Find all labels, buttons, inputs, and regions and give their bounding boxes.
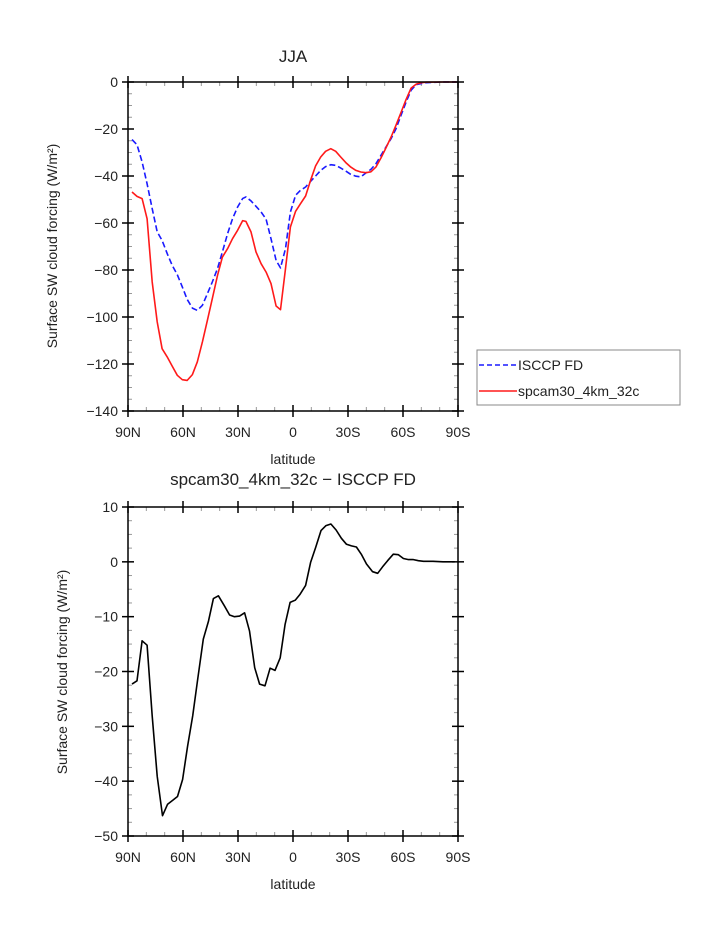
legend-label-isccp: ISCCP FD xyxy=(518,357,583,373)
bottom-series-line-0 xyxy=(131,523,455,817)
y-tick-label: 0 xyxy=(110,74,118,90)
legend-box xyxy=(476,349,681,406)
y-tick-label: −80 xyxy=(94,262,118,278)
x-tick-label: 90S xyxy=(446,849,471,865)
x-tick-label: 30S xyxy=(336,849,361,865)
x-tick-label: 60N xyxy=(170,849,196,865)
legend-label-spcam: spcam30_4km_32c xyxy=(518,383,639,399)
y-tick-label: −40 xyxy=(94,773,118,789)
bottom-plot-frame xyxy=(127,506,459,837)
y-tick-label: −50 xyxy=(94,828,118,844)
x-tick-label: 90N xyxy=(115,849,141,865)
top-plot-frame xyxy=(127,81,459,412)
top-series xyxy=(131,81,457,382)
x-tick-label: 60S xyxy=(391,849,416,865)
x-tick-label: 0 xyxy=(289,849,297,865)
top-series-line-1 xyxy=(131,81,457,382)
bottom-chart-title: spcam30_4km_32c − ISCCP FD xyxy=(170,470,416,489)
x-tick-label: 0 xyxy=(289,424,297,440)
legend: ISCCP FD spcam30_4km_32c xyxy=(476,349,681,406)
x-tick-label: 90S xyxy=(446,424,471,440)
top-panel: JJA latitude Surface SW cloud forcing (W… xyxy=(44,47,470,467)
y-tick-label: −30 xyxy=(94,718,118,734)
y-tick-label: −20 xyxy=(94,121,118,137)
bottom-series xyxy=(131,523,455,817)
x-tick-label: 90N xyxy=(115,424,141,440)
x-tick-label: 60S xyxy=(391,424,416,440)
y-tick-label: 10 xyxy=(102,499,118,515)
y-tick-label: 0 xyxy=(110,554,118,570)
y-tick-label: −100 xyxy=(86,309,118,325)
top-axes: 90N 60N 30N 0 30S 60S 90S 0 −20 −40 −60 −80 −100 −120… xyxy=(86,74,470,440)
top-chart-title: JJA xyxy=(279,47,308,66)
x-tick-label: 60N xyxy=(170,424,196,440)
y-tick-label: −120 xyxy=(86,356,118,372)
top-y-axis-label: Surface SW cloud forcing (W/m²) xyxy=(44,144,60,349)
y-tick-label: −60 xyxy=(94,215,118,231)
x-tick-label: 30N xyxy=(225,849,251,865)
bottom-panel: spcam30_4km_32c − ISCCP FD latitude Surf… xyxy=(54,470,470,892)
top-x-axis-label: latitude xyxy=(270,451,315,467)
x-tick-label: 30N xyxy=(225,424,251,440)
y-tick-label: −10 xyxy=(94,609,118,625)
bottom-axes: 90N 60N 30N 0 30S 60S 90S 10 0 −10 −20 −30 −40 −50 xyxy=(94,499,470,865)
y-tick-label: −140 xyxy=(86,403,118,419)
y-tick-label: −40 xyxy=(94,168,118,184)
top-series-line-0 xyxy=(131,81,457,312)
bottom-x-axis-label: latitude xyxy=(270,876,315,892)
x-tick-label: 30S xyxy=(336,424,361,440)
y-tick-label: −20 xyxy=(94,664,118,680)
bottom-y-axis-label: Surface SW cloud forcing (W/m²) xyxy=(54,570,70,775)
